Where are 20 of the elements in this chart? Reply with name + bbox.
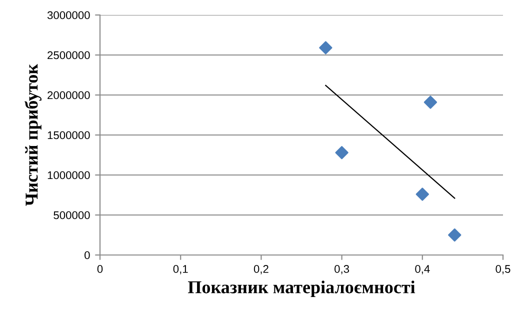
- point: [335, 146, 348, 160]
- point: [416, 188, 429, 201]
- x-tick-label: 0,4: [415, 265, 430, 274]
- point: [448, 228, 462, 242]
- x-tick-label: 0,1: [173, 265, 188, 274]
- x-tick-label: 0,2: [254, 265, 268, 274]
- x-tick-label: 0,5: [496, 265, 510, 274]
- y-tick-label: 2000000: [48, 91, 90, 100]
- y-tick-label: 1500000: [48, 131, 90, 140]
- y-tick-label: 3000000: [47, 11, 90, 20]
- x-tick-label: 0: [97, 265, 103, 273]
- y-tick-label: 1000000: [48, 171, 90, 180]
- y-axis-title: Чистий прибуток: [24, 64, 42, 206]
- point: [424, 96, 438, 109]
- point: [319, 41, 332, 54]
- y-tick-label: 500000: [54, 211, 90, 220]
- y-tick-label: 0: [84, 251, 90, 260]
- x-tick-label: 0,3: [334, 265, 350, 274]
- y-tick-label: 2500000: [48, 51, 90, 60]
- x-axis-title: Показник матеріалоємності: [188, 280, 416, 298]
